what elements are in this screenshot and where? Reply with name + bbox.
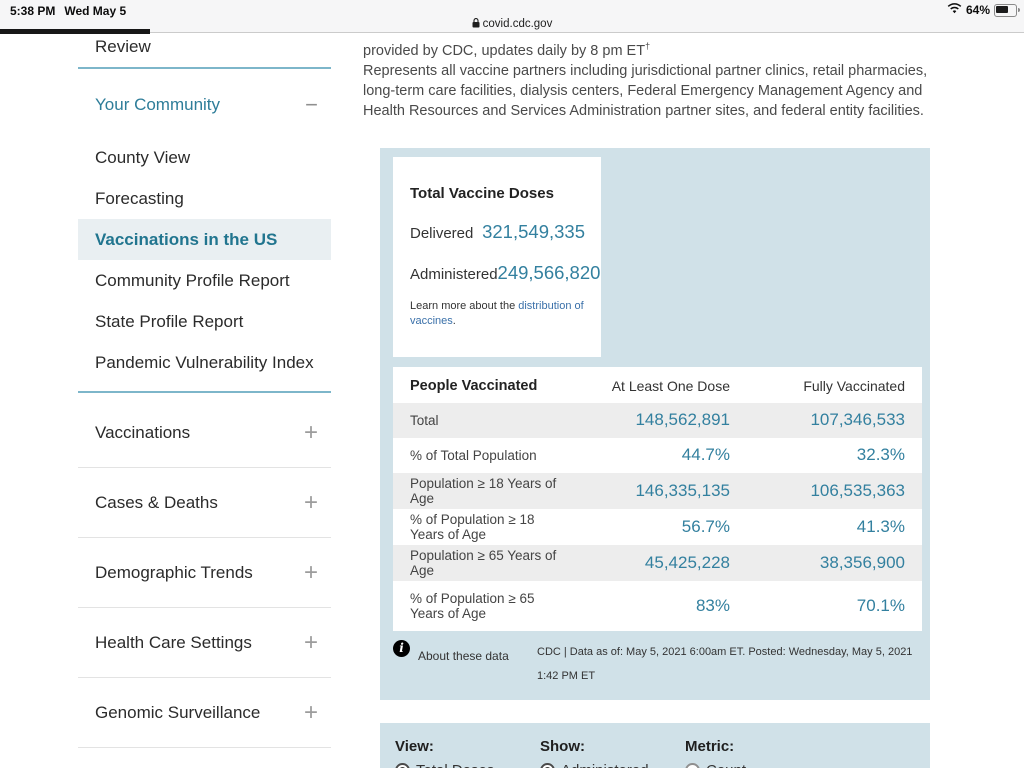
sidebar-accordions: Vaccinations + Cases & Deaths + Demograp… [78,398,331,768]
radio-selected-icon [395,762,410,768]
view-control-group: View: Total Doses [395,738,540,768]
chart-controls-panel: View: Total Doses Show: Administered Met… [380,722,930,768]
accordion-label: Cases & Deaths [95,492,218,512]
table-row: % of Population ≥ 18 Years of Age 56.7% … [410,511,905,542]
accordion-label: Health Care Settings [95,632,252,652]
battery-percent: 64% [965,3,990,17]
vaccinations-summary-panel: Total Vaccine Doses Delivered 321,549,33… [380,147,930,700]
section-label: Your Community [95,95,221,114]
people-vaccinated-table: People Vaccinated At Least One Dose Full… [393,366,922,631]
sidebar-item-county-view[interactable]: County View [95,148,191,167]
total-vaccine-doses-card: Total Vaccine Doses Delivered 321,549,33… [393,156,601,357]
info-icon: i [393,639,410,657]
panel-footer: i About these data CDC | Data as of: May… [393,639,922,688]
radio-unselected-icon [685,762,700,768]
battery-icon [994,3,1020,17]
teal-divider [78,391,331,393]
address-bar[interactable]: covid.cdc.gov [0,18,1024,30]
accordion-label: Vaccinations [95,422,191,442]
table-row: % of Total Population 44.7% 32.3% [410,445,905,465]
status-indicators: 64% [947,3,1020,17]
delivered-label: Delivered [410,224,474,242]
sidebar-accordion-testing[interactable]: Testing and + [78,748,331,768]
lock-icon [472,18,480,28]
radio-count[interactable]: Count [685,762,830,768]
accordion-label: Genomic Surveillance [95,702,261,722]
divider [78,607,331,608]
teal-divider [78,67,331,69]
divider [78,677,331,678]
status-time-date: 5:38 PM Wed May 5 [10,4,126,18]
header-remnant-bar [0,29,150,34]
table-row: Population ≥ 65 Years of Age 45,425,228 … [393,544,922,581]
sidebar-item-forecasting[interactable]: Forecasting [95,189,184,208]
expand-plus-icon: + [303,488,318,516]
intro-paragraph: Represents all vaccine partners includin… [363,62,928,119]
collapse-minus-icon: − [305,92,318,117]
divider [78,467,331,468]
divider [78,537,331,538]
status-date: Wed May 5 [64,4,127,18]
card-title: Total Vaccine Doses [410,184,554,202]
col-header-one-dose: At Least One Dose [611,377,730,394]
distribution-of-vaccines-link[interactable]: distribution of vaccines [410,299,584,327]
expand-plus-icon: + [303,628,318,656]
show-control-group: Show: Administered [540,738,685,768]
sidebar-item-pandemic-vulnerability-index[interactable]: Pandemic Vulnerability Index [95,353,314,372]
col-header-fully: Fully Vaccinated [803,377,905,394]
sidebar-item-review[interactable]: Review [95,37,151,56]
metric-control-group: Metric: Count [685,738,830,768]
table-header-row: People Vaccinated At Least One Dose Full… [393,367,922,403]
delivered-value: 321,549,335 [482,220,585,242]
radio-administered[interactable]: Administered [540,762,685,768]
sidebar-item-vaccinations-in-the-us[interactable]: Vaccinations in the US [78,219,331,260]
delivered-row: Delivered 321,549,335 [410,221,585,243]
administered-row: Administered 249,566,820 [410,262,600,284]
administered-label: Administered [410,265,498,283]
expand-plus-icon: + [303,698,318,726]
status-time: 5:38 PM [10,4,56,18]
footnote-dagger: † [645,41,651,51]
intro-line1: provided by CDC, updates daily by 8 pm E… [363,41,651,59]
radio-selected-icon [540,762,555,768]
metric-label: Metric: [685,737,735,755]
table-row: Population ≥ 18 Years of Age 146,335,135… [393,472,922,509]
radio-total-doses[interactable]: Total Doses [395,762,540,768]
expand-plus-icon: + [303,558,318,586]
show-label: Show: [540,737,585,755]
table-row: % of Population ≥ 65 Years of Age 83% 70… [410,590,905,621]
sidebar-accordion-genomic-surveillance[interactable]: Genomic Surveillance + [78,678,331,747]
divider [78,747,331,748]
wifi-icon [947,3,962,17]
view-label: View: [395,737,434,755]
sidebar-accordion-demographic-trends[interactable]: Demographic Trends + [78,538,331,607]
sidebar-accordion-vaccinations[interactable]: Vaccinations + [78,398,331,467]
about-these-data[interactable]: i About these data [393,639,525,663]
sidebar-item-community-profile-report[interactable]: Community Profile Report [95,271,290,290]
sidebar-accordion-cases-deaths[interactable]: Cases & Deaths + [78,468,331,537]
table-row: Total 148,562,891 107,346,533 [393,402,922,438]
main-content: provided by CDC, updates daily by 8 pm E… [363,36,930,768]
expand-plus-icon: + [303,418,318,446]
about-label: About these data [418,648,509,663]
sidebar-accordion-health-care-settings[interactable]: Health Care Settings + [78,608,331,677]
data-source-text: CDC | Data as of: May 5, 2021 6:00am ET.… [537,645,913,682]
sidebar-section-your-community[interactable]: Your Community − [78,92,331,117]
url-text: covid.cdc.gov [482,18,553,30]
table-title: People Vaccinated [410,377,538,394]
administered-value: 249,566,820 [497,261,601,283]
browser-chrome: 5:38 PM Wed May 5 64% covid.cdc.gov [0,0,1024,33]
sidebar-nav: Review Your Community − County View Fore… [78,35,331,768]
sidebar-item-list: County View Forecasting Vaccinations in … [78,137,331,383]
sidebar-item-state-profile-report[interactable]: State Profile Report [95,312,244,331]
accordion-label: Demographic Trends [95,562,253,582]
learn-more-text: Learn more about the distribution of vac… [410,299,584,327]
